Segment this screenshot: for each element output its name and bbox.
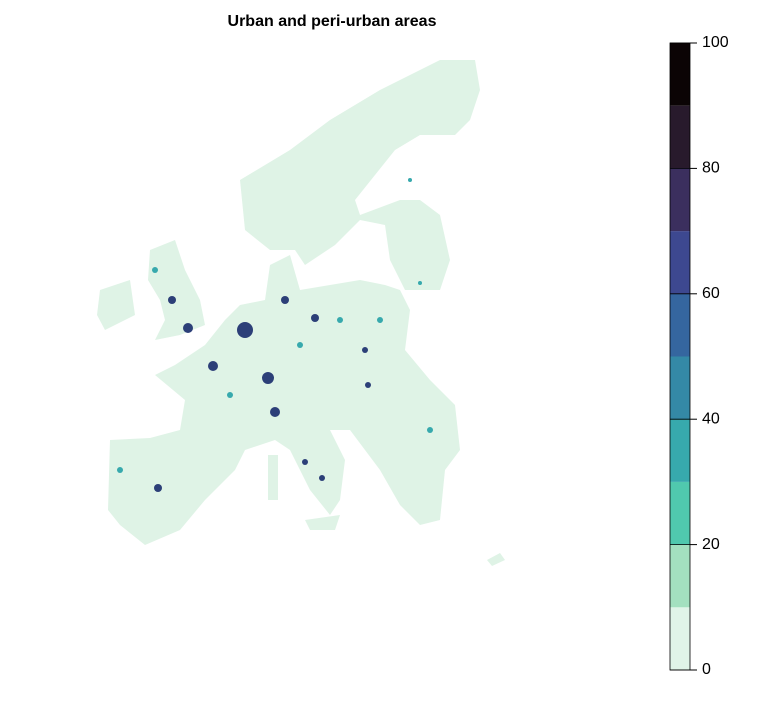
urban-spot — [237, 322, 253, 338]
legend-tick-label: 40 — [702, 410, 720, 427]
urban-spot — [168, 296, 176, 304]
legend-bin — [670, 544, 690, 608]
legend-bin — [670, 419, 690, 482]
urban-spot — [311, 314, 319, 322]
urban-spot — [152, 267, 158, 273]
urban-spot — [297, 342, 303, 348]
legend-bin — [670, 105, 690, 169]
europe-map — [97, 60, 505, 566]
color-legend: 0 20 40 60 80 100 — [669, 34, 729, 678]
legend-bin — [670, 43, 690, 106]
legend-tick-label: 20 — [702, 536, 720, 553]
urban-spots — [117, 178, 433, 492]
urban-spot — [408, 178, 412, 182]
urban-spot — [183, 323, 193, 333]
legend-bin — [670, 481, 690, 545]
urban-spot — [377, 317, 383, 323]
legend-tick-label: 100 — [702, 34, 729, 51]
urban-spot — [319, 475, 325, 481]
land — [148, 240, 205, 340]
map-title: Urban and peri-urban areas — [228, 13, 437, 30]
urban-spot — [154, 484, 162, 492]
legend-bin — [670, 293, 690, 357]
land — [487, 553, 505, 566]
urban-spot — [227, 392, 233, 398]
legend-bin — [670, 168, 690, 232]
land — [97, 280, 135, 330]
legend-tick-label: 0 — [702, 661, 711, 678]
urban-spot — [418, 281, 422, 285]
land — [268, 455, 278, 500]
legend-tick-label: 60 — [702, 285, 720, 302]
urban-spot — [427, 427, 433, 433]
urban-spot — [362, 347, 368, 353]
land — [240, 60, 480, 290]
urban-spot — [365, 382, 371, 388]
urban-spot — [208, 361, 218, 371]
land — [108, 255, 460, 545]
urban-spot — [117, 467, 123, 473]
urban-spot — [302, 459, 308, 465]
urban-spot — [262, 372, 274, 384]
legend-bin — [670, 231, 690, 294]
urban-spot — [337, 317, 343, 323]
urban-spot — [281, 296, 289, 304]
legend-tick-label: 80 — [702, 160, 720, 177]
legend-bin — [670, 607, 690, 670]
land — [305, 515, 340, 530]
urban-spot — [270, 407, 280, 417]
legend-bin — [670, 356, 690, 420]
